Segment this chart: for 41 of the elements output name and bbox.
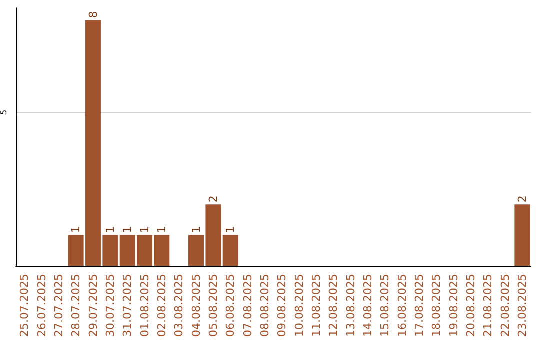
x-tick-label: 02.08.2025 — [155, 274, 168, 338]
x-tick-label: 08.08.2025 — [258, 274, 272, 338]
x-tick-label: 16.08.2025 — [396, 274, 409, 338]
x-tick-label: 09.08.2025 — [276, 274, 289, 338]
y-tick-label: 5 — [0, 110, 8, 115]
x-tick-label: 25.07.2025 — [18, 274, 32, 338]
x-tick-label: 06.08.2025 — [224, 274, 238, 338]
data-label: 1 — [155, 226, 168, 234]
x-tick-label: 23.08.2025 — [516, 274, 529, 338]
x-tick-label: 21.08.2025 — [482, 274, 495, 338]
x-tick-label: 10.08.2025 — [292, 274, 306, 338]
x-tick-label: 04.08.2025 — [190, 274, 203, 338]
x-tick-label: 14.08.2025 — [361, 274, 374, 338]
x-tick-label: 20.08.2025 — [464, 274, 478, 338]
x-tick-label: 05.08.2025 — [206, 274, 220, 338]
x-tick-label: 28.07.2025 — [70, 274, 83, 338]
data-label: 1 — [121, 226, 134, 234]
x-tick-label: 13.08.2025 — [344, 274, 358, 338]
x-tick-label: 29.07.2025 — [86, 274, 100, 338]
data-label: 1 — [224, 226, 238, 234]
data-label: 1 — [190, 226, 203, 234]
x-tick-label: 22.08.2025 — [498, 274, 512, 338]
x-tick-label: 12.08.2025 — [327, 274, 340, 338]
x-tick-label: 03.08.2025 — [172, 274, 186, 338]
data-label: 1 — [104, 226, 117, 234]
data-label: 8 — [86, 11, 100, 18]
x-tick-label: 17.08.2025 — [412, 274, 426, 338]
x-tick-label: 27.07.2025 — [52, 274, 66, 338]
x-tick-label: 01.08.2025 — [138, 274, 152, 338]
x-tick-label: 26.07.2025 — [35, 274, 48, 338]
x-tick-label: 18.08.2025 — [430, 274, 444, 338]
x-tick-label: 31.07.2025 — [121, 274, 134, 338]
x-tick-label: 19.08.2025 — [447, 274, 460, 338]
x-tick-label: 11.08.2025 — [310, 274, 323, 338]
data-label: 1 — [70, 226, 83, 234]
x-tick-label: 07.08.2025 — [241, 274, 254, 338]
data-label: 2 — [206, 196, 220, 203]
data-label: 1 — [138, 226, 152, 234]
x-tick-label: 30.07.2025 — [104, 274, 117, 338]
data-label: 2 — [516, 196, 529, 203]
x-tick-label: 15.08.2025 — [378, 274, 392, 338]
